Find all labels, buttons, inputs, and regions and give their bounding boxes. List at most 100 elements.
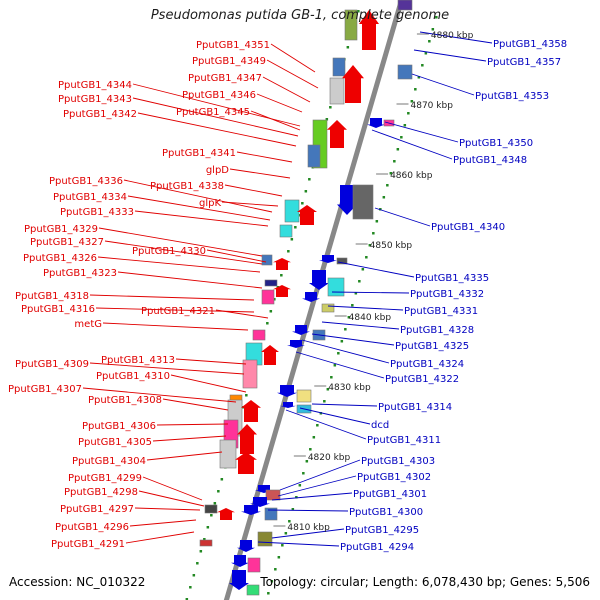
tick-dot <box>206 526 210 529</box>
tick-dot <box>435 16 438 19</box>
gene-label-left: PputGB1_4297 <box>60 504 134 515</box>
reverse-gene-arrow <box>273 285 291 297</box>
tick-dot <box>372 232 375 235</box>
forward-gene-arrow <box>250 497 270 507</box>
forward-gene-arrow <box>287 340 305 348</box>
gene-label-left: PputGB1_4318 <box>15 291 89 302</box>
gene-label-left: PputGB1_4291 <box>51 539 125 550</box>
leader-line <box>117 271 263 289</box>
gene-block <box>247 557 261 573</box>
gene-label-left: PputGB1_4341 <box>162 148 236 159</box>
gene-label-left: PputGB1_4327 <box>30 237 104 248</box>
gene-label-right: PputGB1_4325 <box>395 341 469 352</box>
leader-line <box>97 256 261 273</box>
tick-dot <box>396 148 400 151</box>
leader-line <box>132 97 299 137</box>
tick-dot <box>290 238 294 241</box>
gene-label-left: PputGB1_4344 <box>58 80 132 91</box>
tick-dot <box>304 190 308 193</box>
tick-dot <box>354 292 358 295</box>
tick-dot <box>308 178 311 181</box>
tick-dot <box>344 328 347 331</box>
gene-block <box>336 257 348 265</box>
scale-label: 4830 kbp <box>328 383 371 393</box>
tick-dot <box>428 40 431 43</box>
leader-line <box>89 294 255 301</box>
tick-dot <box>379 208 382 211</box>
leader-line <box>331 291 410 294</box>
gene-label-left: PputGB1_4334 <box>53 192 127 203</box>
tick-dot <box>192 574 196 577</box>
tick-dot <box>389 172 393 175</box>
gene-block <box>257 531 273 547</box>
scale-label: 4880 kbp <box>431 31 474 41</box>
tick-dot <box>346 46 350 49</box>
gene-label-right: PputGB1_4295 <box>345 525 419 536</box>
leader-line <box>419 31 493 44</box>
gene-block <box>397 64 413 80</box>
gene-labels: PputGB1_4351 PputGB1_4349 PputGB1_4347 Pput… <box>8 39 567 553</box>
scale-label: 4850 kbp <box>370 241 413 251</box>
reverse-gene-arrow <box>273 258 291 270</box>
tick-dot <box>316 424 319 427</box>
tick-dot <box>375 220 379 223</box>
tick-dot <box>431 28 435 31</box>
gene-block <box>264 507 278 521</box>
tick-dot <box>417 76 421 79</box>
gene-label-left: glpK <box>199 198 221 209</box>
leader-line <box>295 351 385 379</box>
leader-line <box>279 459 361 491</box>
leader-line <box>337 261 415 278</box>
tick-dot <box>400 136 403 139</box>
gene-block <box>261 254 273 266</box>
tick-dot <box>287 250 290 253</box>
tick-dot <box>325 118 329 121</box>
gene-label-left: metG <box>74 319 102 330</box>
leader-line <box>215 309 269 319</box>
gene-block <box>279 224 293 238</box>
tick-dot <box>312 436 316 439</box>
tick-dot <box>323 400 326 403</box>
tick-dot <box>295 496 298 499</box>
gene-block <box>252 329 266 341</box>
leader-line <box>256 93 303 113</box>
tick-dot <box>351 304 354 307</box>
leader-line <box>137 112 297 147</box>
gene-label-left: PputGB1_4305 <box>78 437 152 448</box>
leader-line <box>127 195 271 221</box>
gene-label-left: PputGB1_4333 <box>60 207 134 218</box>
reverse-gene-arrow <box>217 508 235 520</box>
gene-block <box>344 9 358 41</box>
tick-dot <box>347 316 351 319</box>
tick-dot <box>361 268 365 271</box>
reverse-gene-arrow <box>241 400 261 422</box>
forward-gene-arrow <box>309 270 329 290</box>
gene-label-right: PputGB1_4314 <box>378 402 452 413</box>
tick-dot <box>386 184 389 187</box>
gene-label-left: PputGB1_4308 <box>88 395 162 406</box>
leader-line <box>311 333 395 346</box>
tick-dot <box>217 490 220 493</box>
forward-gene-arrow <box>229 570 249 590</box>
gene-label-right: PputGB1_4353 <box>475 91 549 102</box>
gene-label-right: PputGB1_4301 <box>353 489 427 500</box>
tick-dot <box>213 502 217 505</box>
tick-dot <box>330 376 333 379</box>
gene-label-right: PputGB1_4294 <box>340 542 414 553</box>
scale-label: 4860 kbp <box>390 171 433 181</box>
gene-label-right: PputGB1_4322 <box>385 374 459 385</box>
leader-line <box>134 507 201 511</box>
tick-dot <box>294 226 297 229</box>
gene-label-right: PputGB1_4358 <box>493 39 567 50</box>
leader-line <box>285 409 367 440</box>
tick-dot <box>358 280 361 283</box>
gene-label-left: PputGB1_4323 <box>43 268 117 279</box>
tick-dot <box>333 364 337 367</box>
scale-label: 4820 kbp <box>308 453 351 463</box>
gene-label-right: dcd <box>371 420 389 431</box>
reverse-gene-arrow <box>297 205 317 225</box>
tick-dot <box>365 256 368 259</box>
tick-dot <box>309 448 312 451</box>
tick-dot <box>273 298 276 301</box>
